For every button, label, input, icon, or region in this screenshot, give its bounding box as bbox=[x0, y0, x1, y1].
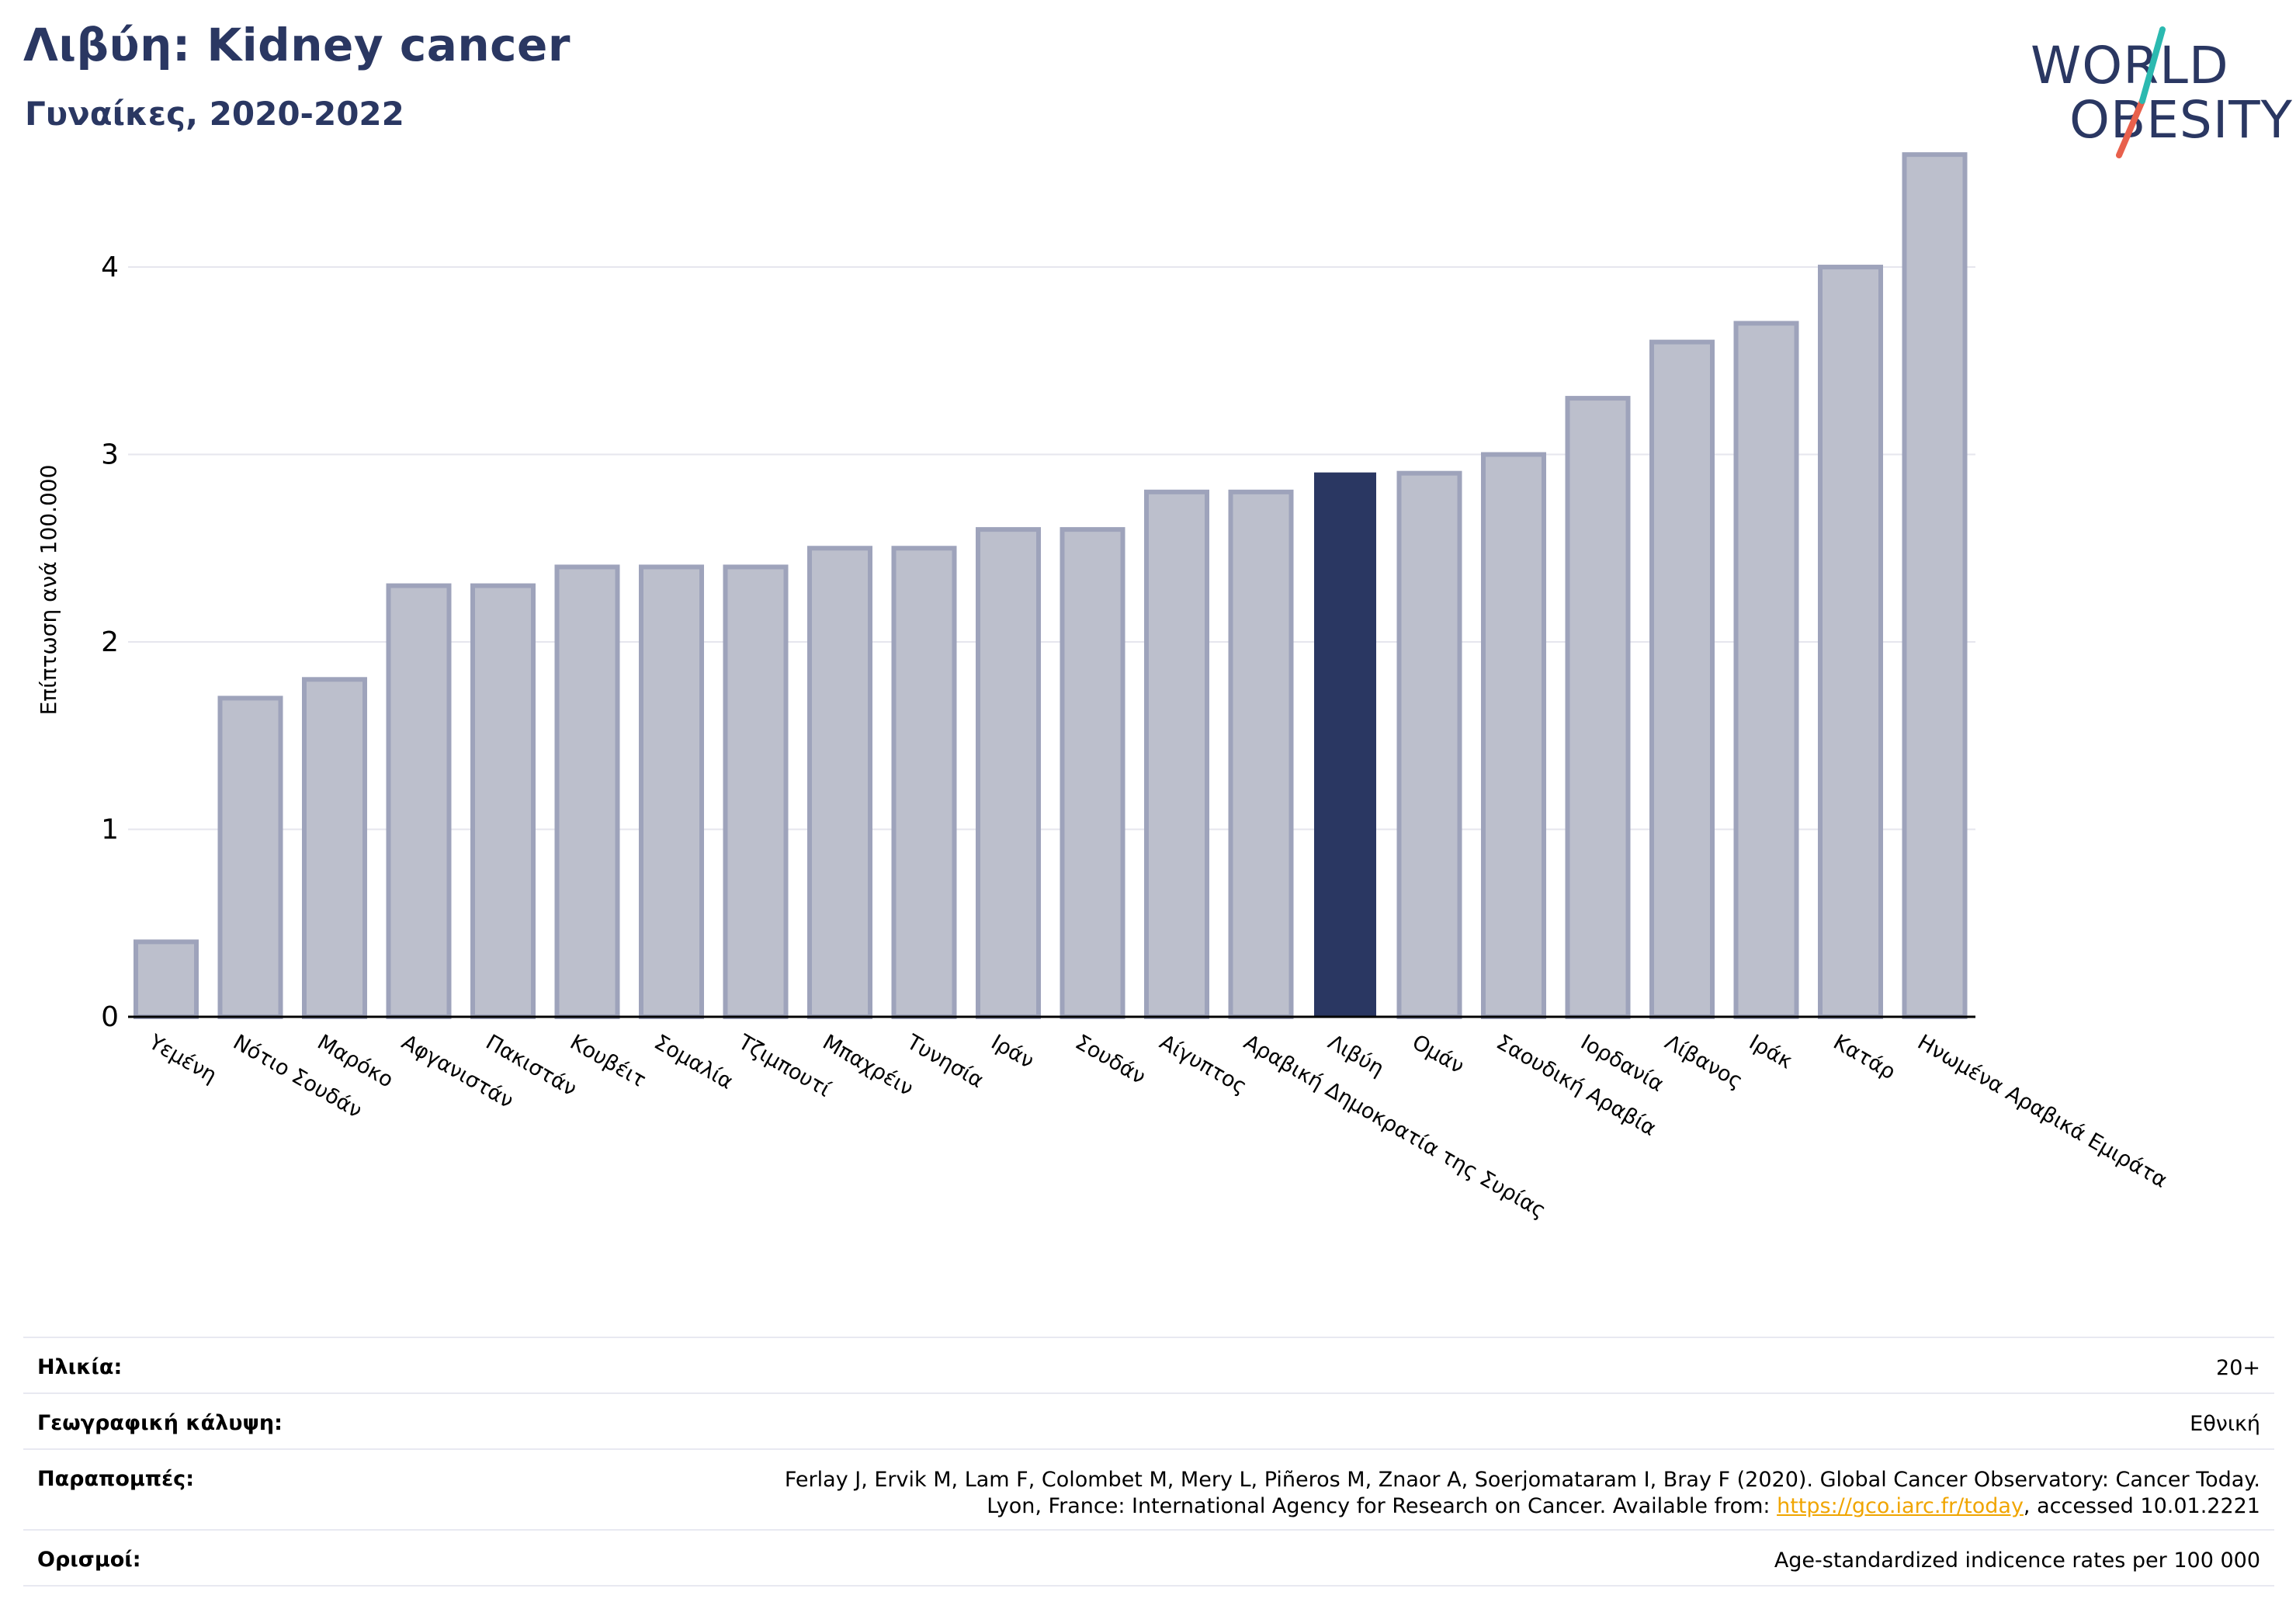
definitions-label: Ορισμοί: bbox=[37, 1548, 141, 1572]
logo-line1: WORLD bbox=[2031, 36, 2229, 95]
bar-12 bbox=[1060, 527, 1125, 1019]
bar-6 bbox=[554, 564, 620, 1019]
x-tick-label: Λιβύη bbox=[1324, 1030, 1389, 1081]
x-tick-label: Ιράκ bbox=[1745, 1030, 1797, 1073]
bar-8 bbox=[723, 564, 789, 1019]
x-tick-label: Λίβανος bbox=[1661, 1030, 1747, 1094]
bar-20 bbox=[1733, 321, 1799, 1019]
coverage-value: Εθνική bbox=[2190, 1412, 2260, 1436]
references-line1: Ferlay J, Ervik M, Lam F, Colombet M, Me… bbox=[784, 1468, 2260, 1492]
coverage-label: Γεωγραφική κάλυψη: bbox=[37, 1411, 283, 1435]
x-tick-label: Αραβική Δημοκρατία της Συρίας bbox=[1240, 1030, 1550, 1223]
references-link[interactable]: https://gco.iarc.fr/today bbox=[1777, 1494, 2024, 1518]
bar-5 bbox=[470, 583, 536, 1019]
references-line2-pre: Lyon, France: International Agency for R… bbox=[987, 1494, 1777, 1518]
bar-1 bbox=[134, 939, 199, 1020]
definitions-value: Age-standardized indicence rates per 100… bbox=[1774, 1548, 2260, 1573]
bar-19 bbox=[1649, 339, 1715, 1019]
bar-14 bbox=[1228, 489, 1294, 1019]
bar-13 bbox=[1144, 489, 1209, 1019]
x-tick-label: Ιράν bbox=[987, 1030, 1039, 1073]
x-tick-label: Σαουδική Αραβία bbox=[1493, 1030, 1660, 1141]
y-tick-label: 3 bbox=[101, 439, 119, 471]
info-row-coverage: Γεωγραφική κάλυψη: Εθνική bbox=[23, 1392, 2274, 1448]
references-label: Παραπομπές: bbox=[37, 1467, 194, 1491]
bar-7 bbox=[639, 564, 704, 1019]
chart-title: Λιβύη: Kidney cancer bbox=[23, 19, 571, 71]
x-tick-label: Τζιμπουτί bbox=[734, 1030, 834, 1102]
y-tick-label: 1 bbox=[101, 814, 119, 846]
info-row-references: Παραπομπές: Ferlay J, Ervik M, Lam F, Co… bbox=[23, 1448, 2274, 1529]
bar-15 bbox=[1314, 472, 1376, 1018]
x-tick-label: Υεμένη bbox=[144, 1030, 221, 1088]
references-line2-post: , accessed 10.01.2221 bbox=[2023, 1494, 2260, 1518]
world-obesity-logo: WORLD OBESITY bbox=[2026, 23, 2292, 163]
logo-line2: OBESITY bbox=[2069, 90, 2293, 150]
x-tick-label: Ομάν bbox=[1408, 1030, 1468, 1079]
x-tick-label: Ηνωμένα Αραβικά Εμιράτα bbox=[1913, 1030, 2171, 1193]
age-label: Ηλικία: bbox=[37, 1355, 123, 1379]
bar-22 bbox=[1902, 152, 1968, 1020]
y-tick-label: 4 bbox=[101, 251, 119, 283]
bar-3 bbox=[302, 677, 367, 1019]
x-tick-label: Αίγυπτος bbox=[1156, 1030, 1251, 1099]
bar-9 bbox=[807, 546, 872, 1019]
y-tick-label: 0 bbox=[101, 1001, 119, 1033]
chart-subtitle: Γυναίκες, 2020-2022 bbox=[25, 95, 404, 133]
y-tick-label: 2 bbox=[101, 626, 119, 658]
x-tick-label: Μπαχρέιν bbox=[819, 1030, 917, 1101]
info-row-definitions: Ορισμοί: Age-standardized indicence rate… bbox=[23, 1529, 2274, 1587]
bar-17 bbox=[1481, 452, 1546, 1019]
bar-2 bbox=[217, 695, 283, 1019]
x-tick-label: Κατάρ bbox=[1830, 1030, 1900, 1084]
x-tick-label: Σομαλία bbox=[650, 1030, 737, 1094]
bar-10 bbox=[891, 546, 957, 1019]
bar-11 bbox=[976, 527, 1041, 1019]
logo-slash-icon bbox=[2116, 26, 2166, 158]
references-value: Ferlay J, Ervik M, Lam F, Colombet M, Me… bbox=[785, 1450, 2260, 1520]
x-tick-label: Σουδάν bbox=[1071, 1030, 1150, 1089]
bar-18 bbox=[1565, 396, 1631, 1019]
y-axis-label: Επίπτωση ανά 100.000 bbox=[36, 465, 61, 716]
bar-4 bbox=[386, 583, 452, 1019]
bars bbox=[134, 152, 1968, 1020]
age-value: 20+ bbox=[2216, 1356, 2260, 1380]
info-row-age: Ηλικία: 20+ bbox=[23, 1337, 2274, 1392]
bar-16 bbox=[1396, 470, 1462, 1019]
info-table: Ηλικία: 20+ Γεωγραφική κάλυψη: Εθνική Πα… bbox=[23, 1337, 2274, 1587]
bar-21 bbox=[1818, 265, 1883, 1019]
